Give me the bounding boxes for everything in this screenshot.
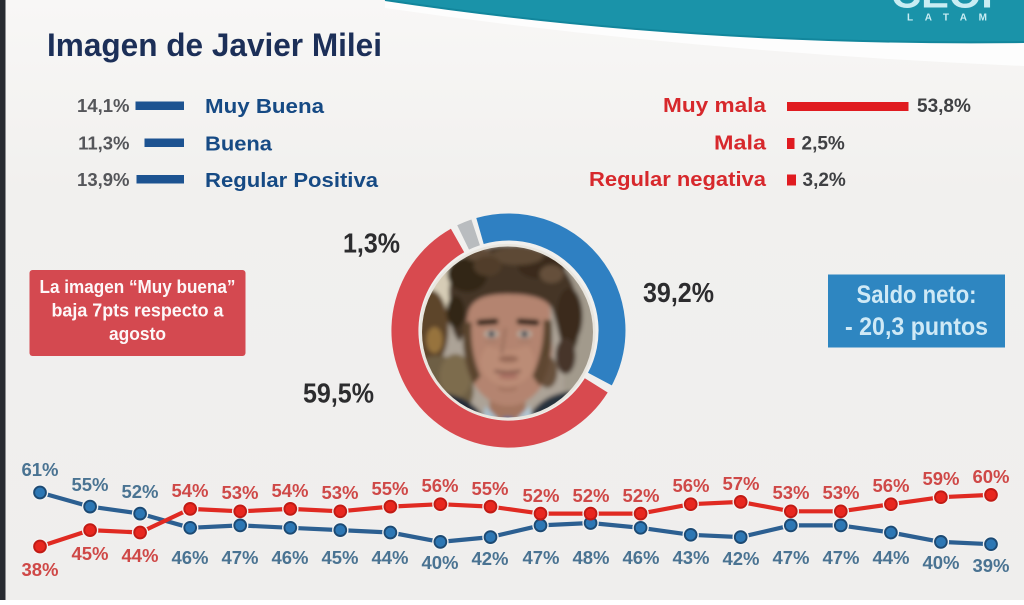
svg-text:53%: 53%: [321, 482, 358, 503]
svg-text:Regular Positiva: Regular Positiva: [205, 170, 379, 192]
svg-text:55%: 55%: [71, 474, 108, 495]
svg-text:LATAM: LATAM: [907, 13, 987, 24]
svg-text:45%: 45%: [71, 543, 108, 564]
svg-text:Muy mala: Muy mala: [663, 95, 767, 117]
svg-text:48%: 48%: [572, 547, 609, 568]
svg-text:54%: 54%: [271, 480, 308, 501]
svg-text:57%: 57%: [722, 473, 759, 494]
svg-text:56%: 56%: [872, 475, 909, 496]
svg-text:Buena: Buena: [205, 134, 273, 156]
svg-text:55%: 55%: [471, 478, 508, 499]
svg-text:42%: 42%: [471, 548, 508, 569]
svg-text:39%: 39%: [972, 555, 1009, 576]
svg-text:39,2%: 39,2%: [643, 277, 714, 308]
svg-text:52%: 52%: [522, 485, 559, 506]
svg-text:55%: 55%: [371, 478, 408, 499]
svg-text:40%: 40%: [421, 552, 458, 573]
svg-text:54%: 54%: [171, 480, 208, 501]
svg-text:CEOP: CEOP: [891, 0, 1009, 17]
svg-text:Imagen de Javier Milei: Imagen de Javier Milei: [47, 27, 382, 63]
svg-text:baja 7pts respecto a: baja 7pts respecto a: [52, 300, 225, 321]
svg-text:46%: 46%: [271, 547, 308, 568]
svg-text:52%: 52%: [121, 481, 158, 502]
svg-text:agosto: agosto: [109, 323, 166, 344]
svg-text:46%: 46%: [622, 547, 659, 568]
svg-text:53%: 53%: [772, 482, 809, 503]
svg-text:52%: 52%: [572, 485, 609, 506]
svg-text:47%: 47%: [772, 547, 809, 568]
svg-text:Regular negativa: Regular negativa: [589, 169, 767, 191]
svg-text:14,1%: 14,1%: [77, 95, 129, 116]
svg-text:60%: 60%: [972, 466, 1009, 487]
svg-text:44%: 44%: [121, 545, 158, 566]
svg-text:56%: 56%: [672, 475, 709, 496]
svg-text:45%: 45%: [321, 547, 358, 568]
svg-text:53%: 53%: [221, 482, 258, 503]
svg-text:61%: 61%: [21, 459, 58, 480]
svg-text:53,8%: 53,8%: [917, 96, 971, 117]
svg-text:59,5%: 59,5%: [303, 378, 374, 409]
svg-text:56%: 56%: [421, 475, 458, 496]
svg-text:Muy Buena: Muy Buena: [205, 96, 325, 118]
svg-text:59%: 59%: [922, 468, 959, 489]
svg-text:46%: 46%: [171, 547, 208, 568]
svg-text:47%: 47%: [822, 547, 859, 568]
svg-text:1,3%: 1,3%: [343, 228, 400, 259]
svg-text:44%: 44%: [371, 547, 408, 568]
svg-text:13,9%: 13,9%: [77, 169, 129, 190]
svg-text:11,3%: 11,3%: [78, 133, 129, 154]
svg-text:40%: 40%: [922, 552, 959, 573]
svg-text:Mala: Mala: [714, 133, 767, 155]
svg-text:- 20,3 puntos: - 20,3 puntos: [845, 313, 988, 341]
svg-text:52%: 52%: [622, 485, 659, 506]
svg-text:Saldo neto:: Saldo neto:: [857, 281, 977, 309]
svg-text:38%: 38%: [21, 559, 58, 580]
svg-text:47%: 47%: [522, 547, 559, 568]
svg-text:2,5%: 2,5%: [802, 134, 845, 155]
svg-text:47%: 47%: [221, 547, 258, 568]
svg-text:43%: 43%: [672, 547, 709, 568]
svg-text:3,2%: 3,2%: [803, 170, 846, 191]
svg-text:44%: 44%: [872, 547, 909, 568]
svg-text:53%: 53%: [822, 482, 859, 503]
svg-text:42%: 42%: [722, 548, 759, 569]
svg-text:La imagen “Muy buena”: La imagen “Muy buena”: [40, 276, 236, 297]
